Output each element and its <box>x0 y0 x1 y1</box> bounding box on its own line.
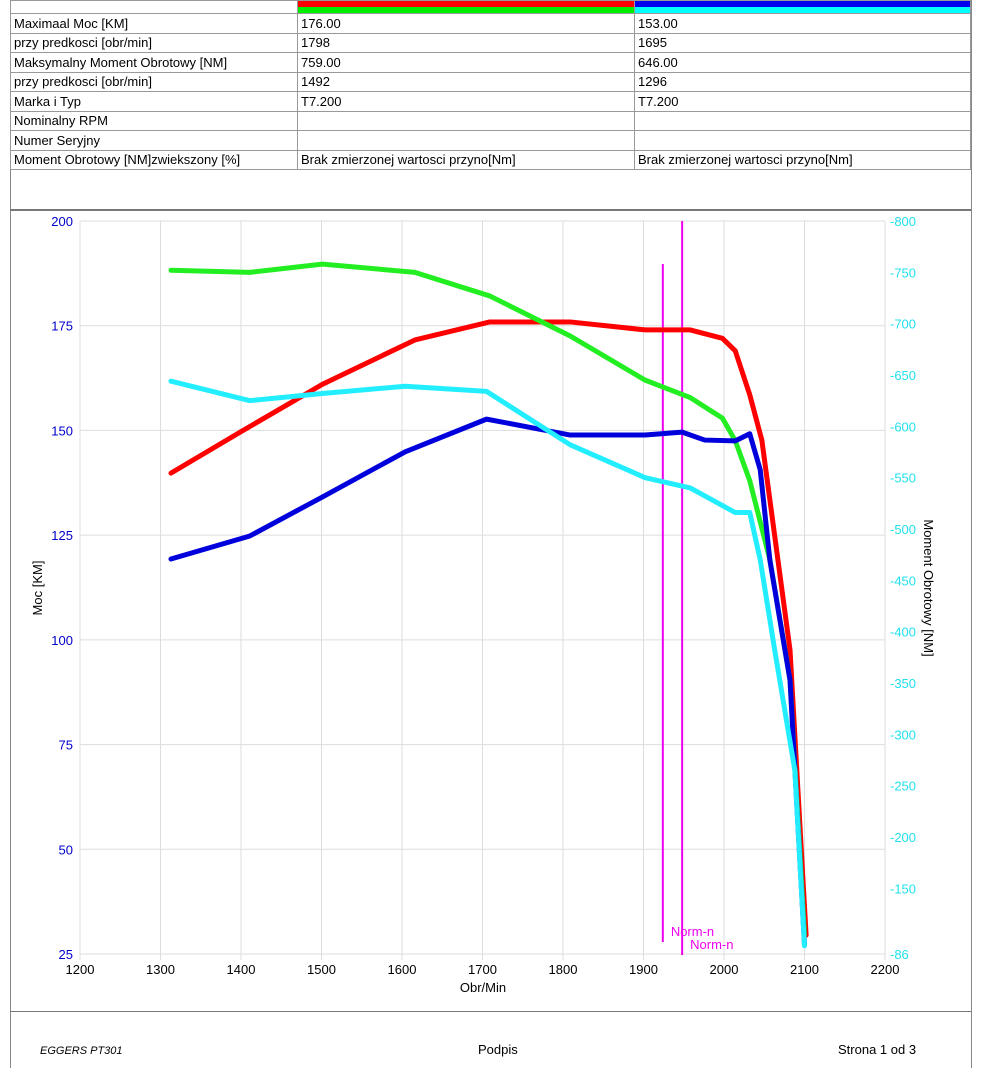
table-row: Numer Seryjny <box>10 130 971 151</box>
series-line-moc-2 <box>168 416 807 948</box>
row-label: przy predkosci [obr/min] <box>10 32 298 53</box>
x-tick-label: 1800 <box>549 962 578 977</box>
row-label: Moment Obrotowy [NM]zwiekszony [%] <box>10 149 298 170</box>
row-label: Maksymalny Moment Obrotowy [NM] <box>10 52 298 73</box>
y2-tick-label: -750 <box>890 265 916 280</box>
y2-tick-label: -350 <box>890 676 916 691</box>
legend-swatch-2 <box>634 0 971 14</box>
x-axis-label: Obr/Min <box>460 980 506 995</box>
y-tick-label: 100 <box>51 633 73 648</box>
series-line-moment-2 <box>168 378 807 949</box>
divider <box>10 209 971 211</box>
y2-tick-label: -86 <box>890 947 909 962</box>
y2-tick-label: -150 <box>890 881 916 896</box>
y-tick-label: 25 <box>59 947 73 962</box>
row-value: Brak zmierzonej wartosci przyno[Nm] <box>297 149 635 170</box>
x-tick-label: 1600 <box>388 962 417 977</box>
y-tick-label: 200 <box>51 214 73 229</box>
summary-table: Maximaal Moc [KM] 176.00 153.00 przy predko… <box>10 0 971 170</box>
norm-n-marker-label: Norm-n <box>690 937 733 952</box>
table-row: Moment Obrotowy [NM]zwiekszony [%] Brak z… <box>10 149 971 170</box>
y-tick-label: 175 <box>51 319 73 334</box>
x-tick-label: 1400 <box>227 962 256 977</box>
y-axis-label: Moc [KM] <box>30 561 45 616</box>
row-value: 1695 <box>634 32 971 53</box>
page-frame <box>10 0 972 1068</box>
x-tick-label: 2000 <box>710 962 739 977</box>
y2-tick-label: -400 <box>890 625 916 640</box>
divider <box>10 1011 971 1012</box>
y2-tick-label: -650 <box>890 368 916 383</box>
row-value: Brak zmierzonej wartosci przyno[Nm] <box>634 149 971 170</box>
y-tick-label: 50 <box>59 842 73 857</box>
x-tick-label: 1900 <box>629 962 658 977</box>
x-tick-label: 1700 <box>468 962 497 977</box>
y-tick-label: 150 <box>51 423 73 438</box>
y2-tick-label: -500 <box>890 522 916 537</box>
row-label: Marka i Typ <box>10 91 298 112</box>
legend-swatch-1 <box>297 0 635 14</box>
x-tick-label: 1500 <box>307 962 336 977</box>
y2-tick-label: -250 <box>890 779 916 794</box>
y2-tick-label: -450 <box>890 573 916 588</box>
y-tick-label: 75 <box>59 738 73 753</box>
x-tick-label: 2200 <box>871 962 900 977</box>
footer-device: EGGERS PT301 <box>40 1045 123 1057</box>
footer-page: Strona 1 od 3 <box>838 1042 917 1057</box>
table-row: przy predkosci [obr/min] 1492 1296 <box>10 71 971 92</box>
y-tick-label: 125 <box>51 528 73 543</box>
color-legend-row <box>10 0 971 14</box>
y2-axis-label: Moment Obrotowy [NM] <box>921 519 936 656</box>
y2-tick-label: -200 <box>890 830 916 845</box>
power-torque-chart: 1200 1300 1400 1500 1600 1700 1800 1900 2000 2100… <box>30 214 936 995</box>
x-tick-label: 1300 <box>146 962 175 977</box>
series-line-moc-1 <box>168 319 809 938</box>
row-label: Numer Seryjny <box>10 130 298 151</box>
footer-signature: Podpis <box>478 1042 518 1057</box>
y2-tick-label: -700 <box>890 317 916 332</box>
table-row: Maksymalny Moment Obrotowy [NM] 759.00 646… <box>10 52 971 73</box>
x-tick-label: 1200 <box>66 962 95 977</box>
x-tick-label: 2100 <box>790 962 819 977</box>
table-row: Maximaal Moc [KM] 176.00 153.00 <box>10 13 971 34</box>
series-line-moment-1 <box>168 261 807 937</box>
y2-tick-label: -600 <box>890 419 916 434</box>
y2-tick-label: -550 <box>890 471 916 486</box>
y2-tick-label: -300 <box>890 727 916 742</box>
table-row: Nominalny RPM <box>10 110 971 131</box>
y2-tick-label: -800 <box>890 214 916 229</box>
